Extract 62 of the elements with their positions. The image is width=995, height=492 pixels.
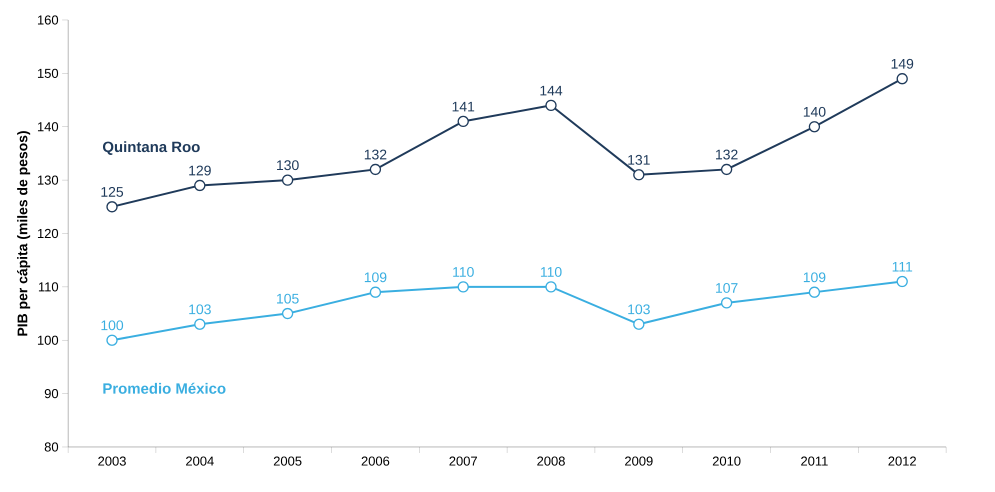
data-label: 103 <box>189 304 211 314</box>
x-tick-label: 2003 <box>98 456 126 466</box>
y-tick-label: 110 <box>38 282 58 292</box>
point <box>194 180 206 192</box>
point <box>896 276 908 288</box>
x-tick-label: 2010 <box>712 456 741 466</box>
x-tick-label: 2007 <box>449 456 477 466</box>
x-tick-label: 2008 <box>537 456 565 466</box>
data-label: 110 <box>540 267 562 277</box>
point <box>808 121 820 132</box>
point <box>545 100 557 112</box>
y-tick-label: 150 <box>38 68 58 78</box>
data-label: 131 <box>628 154 650 165</box>
point <box>633 169 644 180</box>
point <box>370 286 382 298</box>
data-label: 125 <box>101 186 124 197</box>
point <box>458 281 469 293</box>
x-tick-label: 2011 <box>801 456 828 466</box>
data-label: 140 <box>804 106 826 117</box>
x-tick-label: 2005 <box>274 456 302 466</box>
x-tick-label: 2012 <box>888 456 916 466</box>
text: Promedio México <box>103 382 226 394</box>
series-label: Quintana Roo <box>102 141 200 155</box>
y-tick-label: 130 <box>38 176 58 185</box>
data-label: 105 <box>277 294 299 304</box>
x-tick-label: 2006 <box>362 456 390 466</box>
y-tick-label: 100 <box>38 336 58 345</box>
data-label: 132 <box>716 150 738 160</box>
point <box>896 73 908 84</box>
point <box>194 318 206 330</box>
data-label: 107 <box>716 283 738 293</box>
data-label: 130 <box>277 160 299 170</box>
point <box>633 318 644 330</box>
y-tick-label: 90 <box>44 389 58 398</box>
y-tick-label: 140 <box>38 122 58 132</box>
data-label: 111 <box>892 262 912 272</box>
data-label: 149 <box>892 58 914 69</box>
point <box>282 174 294 186</box>
data-label: 110 <box>453 267 474 277</box>
point <box>458 116 469 128</box>
data-label: 100 <box>101 320 124 330</box>
data-label: 109 <box>804 272 826 282</box>
point <box>808 286 820 298</box>
x-tick-label: 2009 <box>625 456 653 466</box>
data-label: 103 <box>628 304 650 314</box>
point <box>720 297 732 309</box>
y-tick-label: 120 <box>38 228 58 238</box>
point <box>106 201 118 212</box>
point <box>370 164 382 176</box>
point <box>282 308 294 320</box>
x-tick-label: 2004 <box>186 456 214 466</box>
point <box>720 164 732 176</box>
point <box>545 281 557 293</box>
data-label: 109 <box>364 272 386 282</box>
y-axis-title: PIB per cápita (miles de pesos) <box>17 131 30 336</box>
data-label: 141 <box>452 102 474 112</box>
data-label: 144 <box>540 86 562 96</box>
point <box>106 334 118 346</box>
data-label: 132 <box>364 150 386 160</box>
y-tick-label: 80 <box>44 442 58 452</box>
y-tick-label: 160 <box>38 15 58 25</box>
data-label: 129 <box>189 166 211 176</box>
